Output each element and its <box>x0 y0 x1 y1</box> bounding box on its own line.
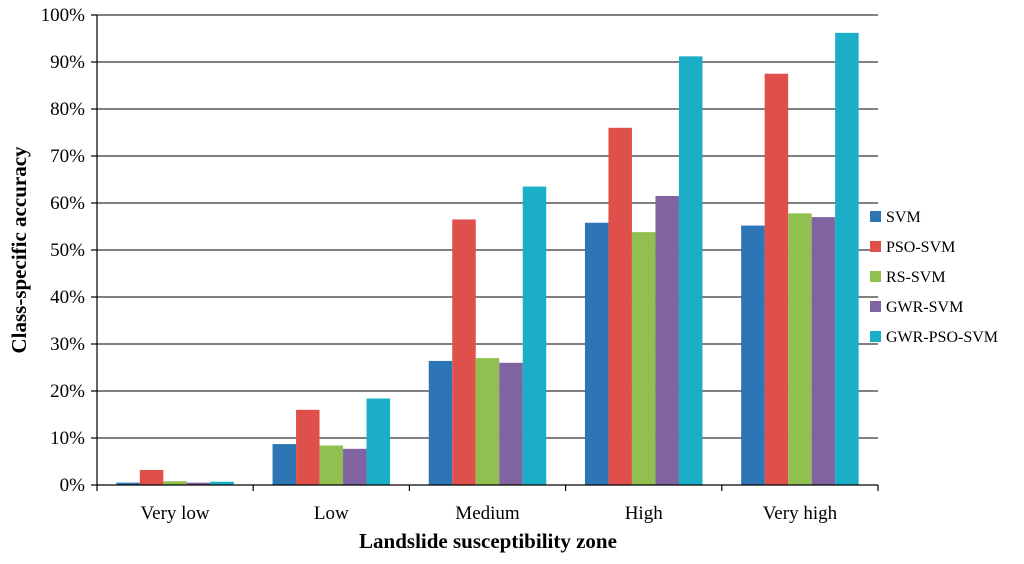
bar-rs-svm-medium <box>475 358 500 485</box>
y-tick-label: 100% <box>41 5 86 26</box>
legend-item-gwr-pso-svm: GWR-PSO-SVM <box>870 329 998 346</box>
bar-gwr-pso-svm-medium <box>522 186 547 486</box>
legend-swatch <box>870 301 881 312</box>
bar-gwr-svm-low <box>343 448 367 485</box>
legend: SVM PSO-SVM RS-SVM GWR-SVM GWR-PSO-SVM <box>870 209 998 346</box>
bar-gwr-pso-svm-very-high <box>835 32 859 486</box>
legend-swatch <box>870 211 881 222</box>
bar-pso-svm-high <box>608 127 632 486</box>
legend-swatch <box>870 241 881 252</box>
legend-label: SVM <box>886 209 921 226</box>
y-tick-label: 60% <box>50 193 85 214</box>
y-tick-label: 20% <box>50 381 85 402</box>
bar-pso-svm-low <box>296 409 320 485</box>
y-tick-labels: 0% 10% 20% 30% 40% 50% 60% 70% 80% 90% 100% <box>41 5 86 496</box>
x-axis-title: Landslide susceptibility zone <box>359 529 617 553</box>
x-tick-label: Medium <box>455 503 520 524</box>
legend-item-svm: SVM <box>870 209 921 226</box>
y-tick-label: 80% <box>50 99 85 120</box>
y-tick-label: 40% <box>50 287 85 308</box>
legend-label: GWR-SVM <box>886 299 963 316</box>
bar-gwr-pso-svm-very-low <box>210 481 234 485</box>
y-tick-label: 50% <box>50 240 85 261</box>
bar-svm-low <box>272 444 297 485</box>
legend-label: GWR-PSO-SVM <box>886 329 998 346</box>
bar-rs-svm-low <box>319 445 344 485</box>
bars <box>116 32 859 486</box>
x-tick-label: High <box>625 503 664 524</box>
bar-rs-svm-very-low <box>163 481 187 485</box>
bar-pso-svm-very-low <box>139 469 164 485</box>
y-tick-label: 90% <box>50 52 85 73</box>
bar-gwr-pso-svm-high <box>678 56 703 486</box>
x-tick-label: Very low <box>141 503 210 524</box>
y-tick-label: 70% <box>50 146 85 167</box>
bar-gwr-svm-high <box>655 195 679 485</box>
bar-rs-svm-high <box>631 232 656 485</box>
bar-gwr-svm-very-low <box>186 482 211 485</box>
bar-pso-svm-medium <box>452 219 476 485</box>
y-axis-title: Class-specific accuracy <box>7 146 31 354</box>
legend-swatch <box>870 271 881 282</box>
y-tick-label: 30% <box>50 334 85 355</box>
legend-item-rs-svm: RS-SVM <box>870 269 946 286</box>
x-tick-label: Very high <box>763 503 838 524</box>
legend-label: PSO-SVM <box>886 239 955 256</box>
bar-gwr-pso-svm-low <box>366 398 391 485</box>
x-tick-labels: Very low Low Medium High Very high <box>141 503 838 524</box>
bar-pso-svm-very-high <box>764 73 789 485</box>
bar-svm-high <box>584 222 609 486</box>
legend-label: RS-SVM <box>886 269 946 286</box>
bar-svm-very-low <box>116 482 140 485</box>
y-tick-label: 10% <box>50 428 85 449</box>
axes <box>96 15 879 491</box>
legend-item-gwr-svm: GWR-SVM <box>870 299 963 316</box>
legend-item-pso-svm: PSO-SVM <box>870 239 955 256</box>
x-tick-label: Low <box>314 503 349 524</box>
y-tick-label: 0% <box>60 475 86 496</box>
bar-svm-medium <box>428 360 453 485</box>
bar-gwr-svm-medium <box>499 362 523 485</box>
legend-swatch <box>870 331 881 342</box>
bar-gwr-svm-very-high <box>811 217 836 485</box>
bar-svm-very-high <box>741 225 765 485</box>
bar-rs-svm-very-high <box>788 213 812 485</box>
